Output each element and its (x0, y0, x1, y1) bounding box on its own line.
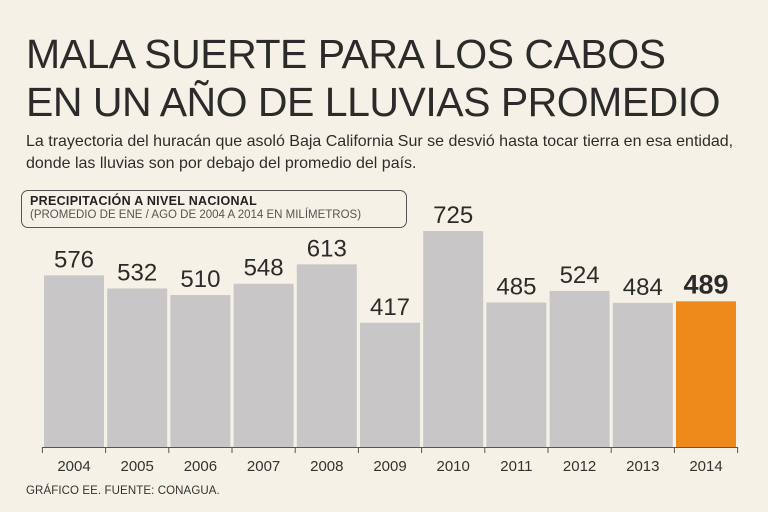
title-line-1: MALA SUERTE PARA LOS CABOS (26, 31, 666, 77)
bar-2004 (44, 275, 104, 447)
category-label-2010: 2010 (437, 458, 470, 475)
value-label-2013: 484 (623, 274, 663, 301)
category-label-2011: 2011 (500, 458, 532, 475)
chart-title: MALA SUERTE PARA LOS CABOS EN UN AÑO DE … (26, 30, 756, 126)
category-label-2004: 2004 (57, 458, 90, 475)
category-label-2014: 2014 (689, 458, 722, 475)
category-label-2012: 2012 (563, 458, 596, 475)
category-label-2009: 2009 (373, 458, 406, 475)
chart-subtitle: La trayectoria del huracán que asoló Baj… (26, 133, 734, 172)
bar-2012 (549, 290, 610, 447)
value-label-2005: 532 (117, 260, 157, 287)
value-label-2009: 417 (370, 294, 410, 321)
chart-label-box: PRECIPITACIÓN A NIVEL NACIONAL (PROMEDIO… (21, 190, 407, 228)
chart-data-subtitle: (PROMEDIO DE ENE / AGO DE 2004 A 2014 EN… (30, 209, 362, 221)
source-note: GRÁFICO EE. FUENTE: CONAGUA. (26, 485, 220, 497)
category-label-2008: 2008 (310, 458, 343, 475)
value-label-2007: 548 (244, 255, 284, 282)
category-label-2005: 2005 (121, 458, 154, 475)
value-label-2012: 524 (560, 262, 600, 289)
bar-2008 (296, 264, 357, 447)
category-label-2006: 2006 (184, 458, 217, 475)
value-label-2004: 576 (54, 246, 94, 273)
category-label-2013: 2013 (626, 458, 659, 475)
chart-data-title: PRECIPITACIÓN A NIVEL NACIONAL (30, 194, 258, 208)
value-label-2008: 613 (307, 235, 347, 262)
bar-2009 (360, 322, 420, 447)
bar-2006 (170, 295, 231, 447)
title-line-2: EN UN AÑO DE LLUVIAS PROMEDIO (26, 79, 721, 125)
category-label-2007: 2007 (247, 458, 280, 475)
bar-2014 (676, 301, 736, 447)
bar-2010 (423, 231, 484, 447)
value-label-2014: 489 (683, 269, 728, 299)
value-label-2010: 725 (433, 202, 473, 229)
bar-2005 (107, 288, 168, 447)
bar-2013 (612, 302, 673, 447)
value-label-2011: 485 (496, 274, 536, 301)
bar-2011 (486, 302, 547, 447)
value-label-2006: 510 (180, 266, 220, 293)
bar-2007 (233, 283, 294, 447)
